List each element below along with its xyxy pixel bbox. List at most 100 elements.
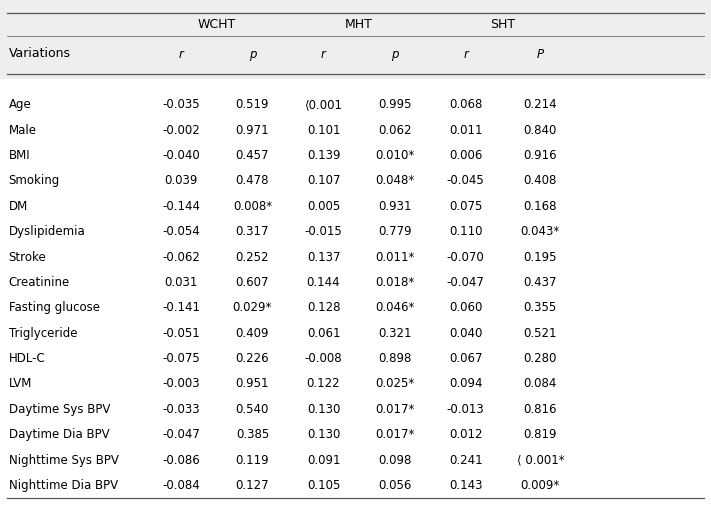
Text: 0.098: 0.098: [378, 454, 411, 467]
Text: 0.355: 0.355: [524, 301, 557, 314]
Text: 0.060: 0.060: [449, 301, 482, 314]
Text: 0.385: 0.385: [236, 428, 269, 442]
Text: 0.168: 0.168: [523, 200, 557, 213]
Text: -0.084: -0.084: [162, 479, 201, 492]
Text: 0.010*: 0.010*: [375, 149, 415, 162]
Text: P: P: [537, 49, 544, 61]
Text: 0.046*: 0.046*: [375, 301, 415, 314]
Text: ⟨0.001: ⟨0.001: [304, 98, 343, 111]
Text: 0.130: 0.130: [307, 403, 340, 416]
Text: 0.011: 0.011: [449, 124, 483, 136]
Text: -0.015: -0.015: [304, 225, 343, 238]
Text: 0.916: 0.916: [523, 149, 557, 162]
Text: DM: DM: [9, 200, 28, 213]
Text: 0.025*: 0.025*: [375, 378, 415, 390]
Text: 0.317: 0.317: [235, 225, 269, 238]
Text: -0.075: -0.075: [162, 352, 201, 365]
Text: 0.018*: 0.018*: [375, 276, 415, 289]
Text: 0.122: 0.122: [306, 378, 341, 390]
Text: 0.067: 0.067: [449, 352, 483, 365]
Text: SHT: SHT: [491, 18, 515, 31]
Text: 0.321: 0.321: [378, 327, 412, 340]
Text: 0.457: 0.457: [235, 149, 269, 162]
Text: 0.139: 0.139: [306, 149, 341, 162]
Text: 0.105: 0.105: [307, 479, 340, 492]
Bar: [0, 0, 711, 79]
Text: -0.008: -0.008: [305, 352, 342, 365]
Text: Stroke: Stroke: [9, 250, 46, 264]
Text: r: r: [464, 49, 468, 61]
Text: 0.005: 0.005: [307, 200, 340, 213]
Text: 0.144: 0.144: [306, 276, 341, 289]
Text: 0.040: 0.040: [449, 327, 482, 340]
Text: -0.141: -0.141: [162, 301, 201, 314]
Text: WCHT: WCHT: [198, 18, 236, 31]
Text: 0.075: 0.075: [449, 200, 482, 213]
Text: p: p: [391, 49, 398, 61]
Text: 0.043*: 0.043*: [520, 225, 560, 238]
Text: 0.409: 0.409: [235, 327, 269, 340]
Text: Fasting glucose: Fasting glucose: [9, 301, 100, 314]
Text: 0.521: 0.521: [523, 327, 557, 340]
Text: 0.031: 0.031: [165, 276, 198, 289]
Text: 0.437: 0.437: [523, 276, 557, 289]
Text: 0.195: 0.195: [523, 250, 557, 264]
Text: HDL-C: HDL-C: [9, 352, 46, 365]
Text: 0.540: 0.540: [236, 403, 269, 416]
Text: Dyslipidemia: Dyslipidemia: [9, 225, 85, 238]
Text: r: r: [179, 49, 183, 61]
Text: 0.252: 0.252: [235, 250, 269, 264]
Text: 0.039: 0.039: [165, 174, 198, 188]
Text: -0.070: -0.070: [447, 250, 485, 264]
Text: 0.607: 0.607: [235, 276, 269, 289]
Text: 0.951: 0.951: [235, 378, 269, 390]
Text: Nighttime Dia BPV: Nighttime Dia BPV: [9, 479, 117, 492]
Text: Creatinine: Creatinine: [9, 276, 70, 289]
Text: 0.006: 0.006: [449, 149, 482, 162]
Text: -0.062: -0.062: [162, 250, 201, 264]
Text: r: r: [321, 49, 326, 61]
Text: 0.012: 0.012: [449, 428, 483, 442]
Text: 0.995: 0.995: [378, 98, 412, 111]
Text: 0.128: 0.128: [306, 301, 341, 314]
Text: Daytime Sys BPV: Daytime Sys BPV: [9, 403, 110, 416]
Text: 0.107: 0.107: [306, 174, 341, 188]
Text: Male: Male: [9, 124, 36, 136]
Text: 0.061: 0.061: [306, 327, 341, 340]
Text: -0.035: -0.035: [163, 98, 200, 111]
Text: -0.040: -0.040: [162, 149, 201, 162]
Text: -0.051: -0.051: [162, 327, 201, 340]
Text: 0.226: 0.226: [235, 352, 269, 365]
Text: 0.011*: 0.011*: [375, 250, 415, 264]
Text: 0.137: 0.137: [306, 250, 341, 264]
Text: 0.084: 0.084: [524, 378, 557, 390]
Text: -0.047: -0.047: [162, 428, 201, 442]
Text: 0.898: 0.898: [378, 352, 411, 365]
Text: -0.045: -0.045: [447, 174, 485, 188]
Text: -0.054: -0.054: [162, 225, 201, 238]
Text: 0.068: 0.068: [449, 98, 482, 111]
Text: 0.214: 0.214: [523, 98, 557, 111]
Text: 0.056: 0.056: [378, 479, 411, 492]
Text: 0.840: 0.840: [524, 124, 557, 136]
Text: 0.127: 0.127: [235, 479, 269, 492]
Text: 0.017*: 0.017*: [375, 403, 415, 416]
Text: 0.280: 0.280: [524, 352, 557, 365]
Text: 0.091: 0.091: [306, 454, 341, 467]
Text: -0.003: -0.003: [163, 378, 200, 390]
Text: LVM: LVM: [9, 378, 32, 390]
Text: -0.047: -0.047: [447, 276, 485, 289]
Text: 0.110: 0.110: [449, 225, 483, 238]
Text: 0.816: 0.816: [523, 403, 557, 416]
Text: p: p: [249, 49, 256, 61]
Text: 0.779: 0.779: [378, 225, 412, 238]
Text: -0.013: -0.013: [447, 403, 485, 416]
Text: Age: Age: [9, 98, 31, 111]
Text: 0.408: 0.408: [524, 174, 557, 188]
Text: 0.478: 0.478: [235, 174, 269, 188]
Text: 0.009*: 0.009*: [520, 479, 560, 492]
Text: Variations: Variations: [9, 47, 70, 60]
Text: 0.931: 0.931: [378, 200, 412, 213]
Text: Smoking: Smoking: [9, 174, 60, 188]
Text: 0.008*: 0.008*: [232, 200, 272, 213]
